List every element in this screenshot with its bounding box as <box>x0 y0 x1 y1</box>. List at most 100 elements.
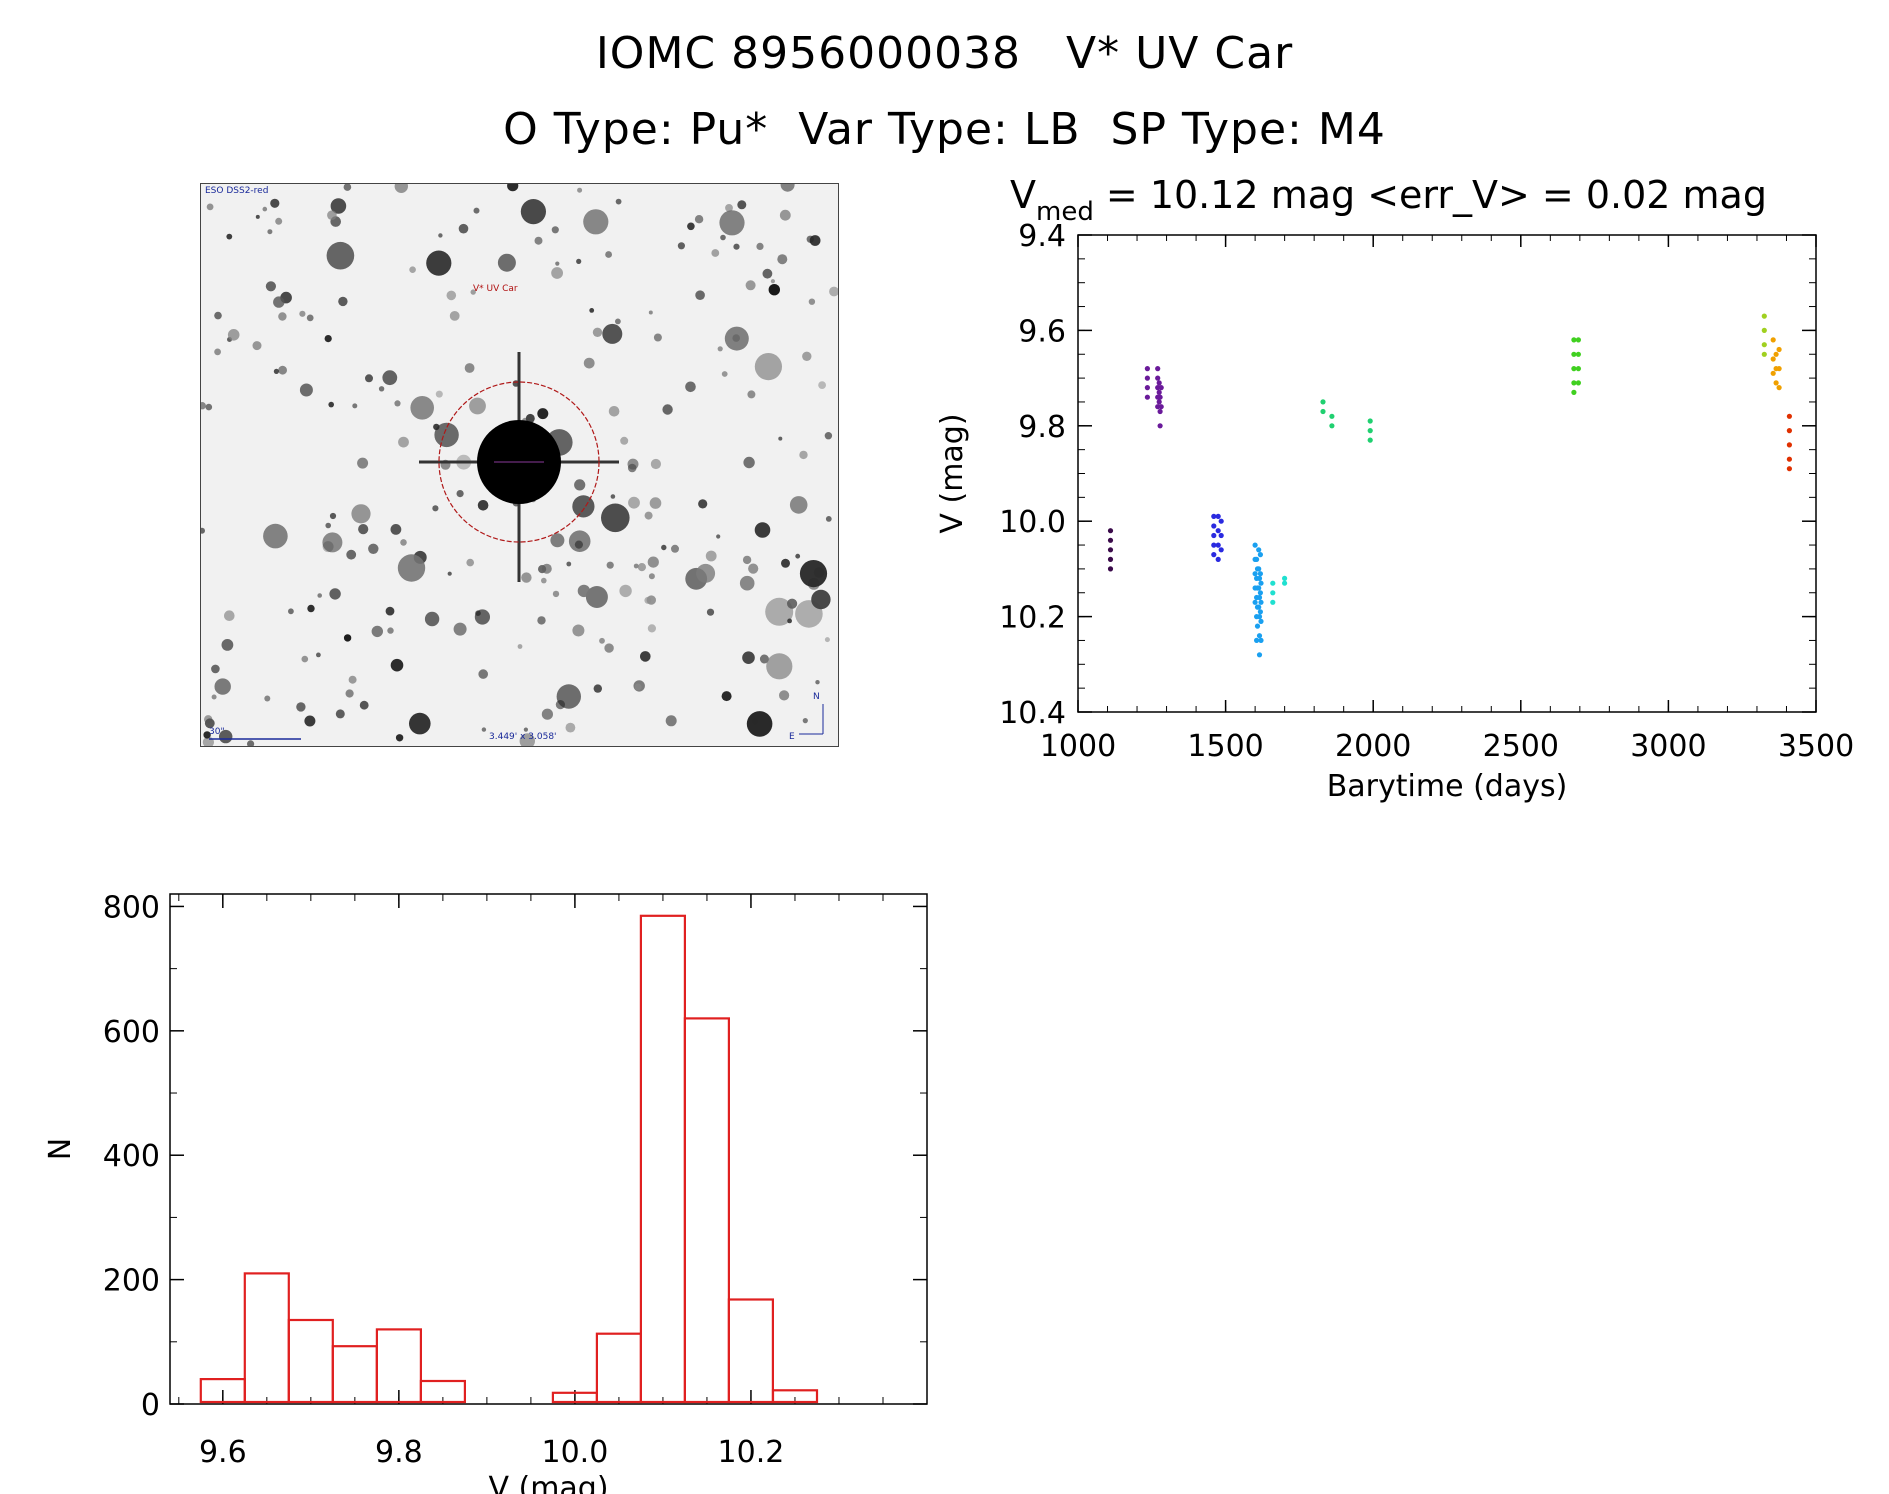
data-point <box>1256 547 1262 553</box>
star <box>221 639 234 651</box>
star <box>203 731 211 739</box>
data-point <box>1786 413 1792 419</box>
star <box>610 494 616 499</box>
data-point <box>1256 614 1263 620</box>
star <box>795 553 801 559</box>
data-point <box>1252 599 1258 605</box>
star <box>262 206 268 212</box>
data-point <box>1107 528 1114 534</box>
star <box>378 386 385 392</box>
star <box>770 279 776 284</box>
data-point <box>1367 437 1373 443</box>
data-point <box>1776 366 1782 372</box>
star <box>721 691 732 702</box>
data-point <box>1157 394 1163 400</box>
x-axis-label: Barytime (days) <box>1327 769 1568 804</box>
data-point <box>1256 566 1262 572</box>
data-point <box>1575 351 1581 357</box>
star <box>568 530 591 552</box>
data-point <box>1258 637 1264 643</box>
star <box>322 532 343 553</box>
star <box>255 214 260 219</box>
data-point <box>1761 327 1767 333</box>
star <box>481 727 487 732</box>
star <box>799 450 808 460</box>
star <box>477 500 489 511</box>
star <box>779 690 790 701</box>
finder-north-label: N <box>813 692 820 702</box>
star <box>453 622 467 636</box>
star <box>824 637 830 643</box>
star <box>395 734 404 742</box>
histogram-bar <box>243 1272 290 1404</box>
data-point <box>1254 556 1260 562</box>
data-point <box>1571 380 1577 386</box>
data-point <box>1761 351 1767 357</box>
star <box>409 712 431 735</box>
star <box>382 370 398 386</box>
star <box>647 624 656 633</box>
star <box>619 584 632 598</box>
plot-frame <box>1077 234 1817 713</box>
star <box>577 584 591 598</box>
star <box>304 715 316 727</box>
star <box>759 654 769 664</box>
star <box>385 606 395 616</box>
star <box>576 258 582 264</box>
star <box>267 229 273 235</box>
star <box>721 371 728 377</box>
y-tick-label: 9.8 <box>1018 410 1066 445</box>
star <box>473 207 480 214</box>
star <box>766 653 793 680</box>
data-point <box>1215 528 1221 534</box>
star <box>226 233 233 240</box>
data-point <box>1258 618 1264 624</box>
y-axis-label: V (mag) <box>935 413 970 533</box>
star <box>327 210 337 220</box>
x-tick-label: 9.6 <box>199 1435 247 1470</box>
data-point <box>1256 633 1263 639</box>
star <box>620 436 629 445</box>
x-tick-label: 1000 <box>1040 729 1116 764</box>
histogram-bar <box>771 1389 819 1404</box>
star <box>534 236 543 245</box>
star <box>747 390 756 399</box>
finder-survey-label: ESO DSS2-red <box>205 186 269 196</box>
x-axis-label: V (mag) <box>488 1471 608 1494</box>
star <box>368 543 379 554</box>
star <box>787 618 792 624</box>
data-point <box>1786 442 1792 448</box>
star <box>608 406 620 417</box>
y-tick-label: 0 <box>141 1388 160 1423</box>
star <box>665 715 677 727</box>
star <box>325 522 331 529</box>
star <box>273 368 279 374</box>
star <box>650 458 661 470</box>
star <box>517 644 523 649</box>
star <box>201 527 205 534</box>
star <box>743 456 755 469</box>
data-point <box>1270 590 1276 596</box>
star <box>583 209 609 235</box>
star <box>754 353 783 381</box>
star <box>390 658 404 672</box>
star <box>799 560 828 588</box>
star <box>829 286 838 297</box>
star <box>214 348 221 356</box>
star <box>464 363 475 373</box>
star <box>432 505 439 512</box>
data-point <box>1211 552 1217 558</box>
star <box>214 311 222 320</box>
star <box>306 314 314 322</box>
star <box>211 694 217 700</box>
star <box>780 184 795 192</box>
data-point <box>1257 571 1263 577</box>
star <box>446 290 457 301</box>
star <box>808 298 816 305</box>
star <box>695 290 705 300</box>
star <box>552 590 560 598</box>
star <box>541 708 553 720</box>
star <box>449 311 460 321</box>
star <box>227 329 240 341</box>
data-point <box>1257 609 1263 615</box>
